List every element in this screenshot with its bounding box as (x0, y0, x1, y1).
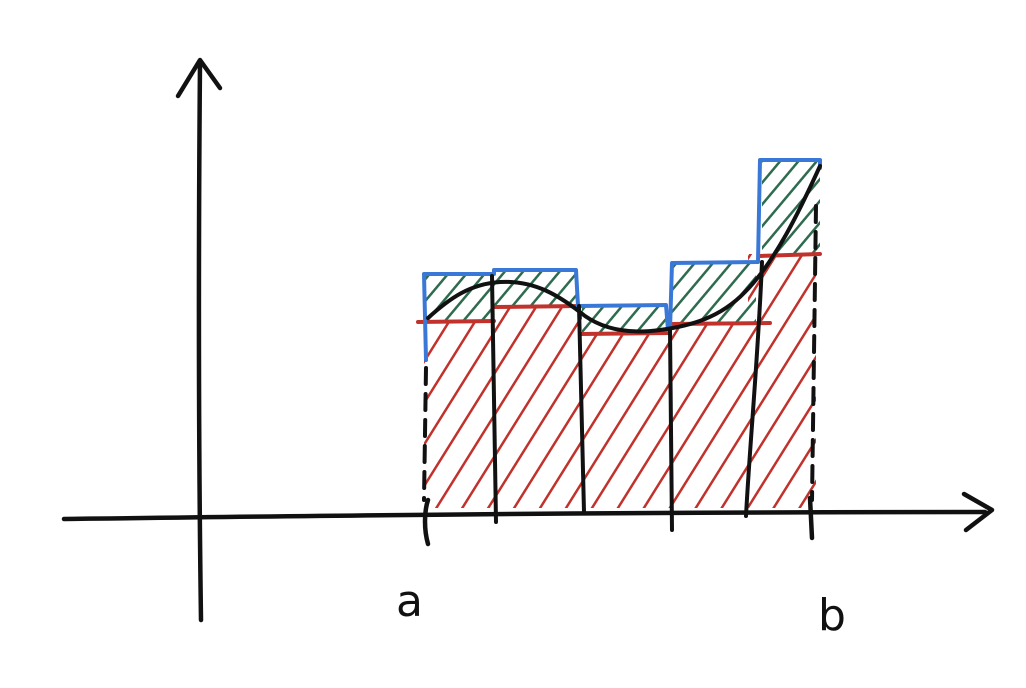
lower-rect-1 (424, 322, 494, 508)
x-axis-arrowhead (961, 491, 995, 533)
lower-rect-5 (748, 254, 816, 508)
lower-rect-3 (582, 334, 670, 508)
y-axis (196, 59, 204, 623)
x-end-label: b (818, 590, 846, 641)
lower-rect-2 (494, 306, 582, 508)
y-axis-arrowhead (175, 57, 223, 99)
partition-line-2 (577, 304, 586, 514)
axes (61, 57, 995, 623)
tick-a (422, 497, 431, 547)
tick-b (807, 495, 815, 541)
partition-line-1 (490, 274, 498, 524)
x-axis (61, 509, 988, 522)
lower-rect-4 (670, 324, 748, 508)
function-curve (426, 164, 822, 334)
partition-line-4 (744, 260, 764, 518)
partition-line-b (810, 204, 818, 502)
difference-rect-5 (762, 160, 820, 254)
lower-sum-rectangles (424, 254, 816, 508)
partition-line-3 (668, 328, 674, 532)
partition-line-a (422, 366, 428, 502)
upper-sum-outline (422, 158, 822, 362)
difference-rect-1 (424, 274, 494, 322)
partition-lines (422, 204, 818, 532)
x-start-label: a (396, 576, 423, 627)
